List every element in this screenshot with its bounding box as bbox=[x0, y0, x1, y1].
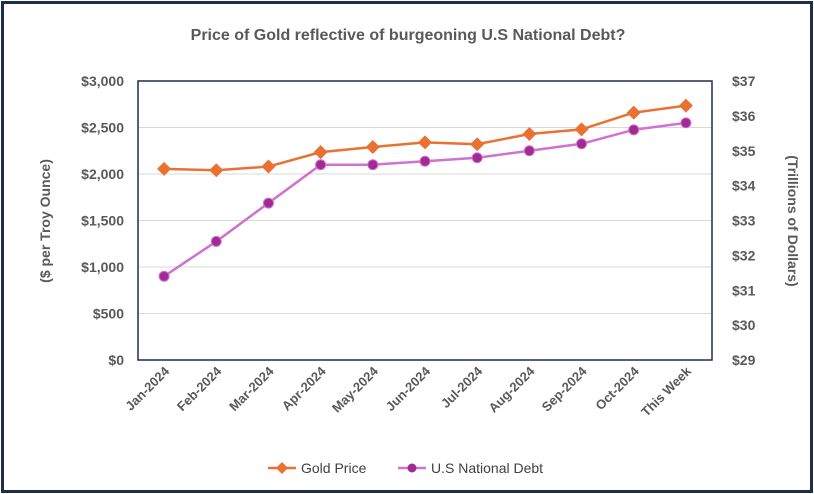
gold-price-point bbox=[470, 137, 485, 152]
y2-tick-label: $36 bbox=[732, 108, 756, 124]
y2-tick-label: $35 bbox=[732, 143, 756, 159]
national-debt-point bbox=[367, 159, 379, 171]
legend-label: U.S National Debt bbox=[431, 460, 543, 476]
legend-circle-icon bbox=[407, 463, 417, 473]
gold-price-point bbox=[626, 105, 641, 120]
gold-price-point bbox=[418, 135, 432, 150]
gold-price-point bbox=[157, 161, 172, 176]
x-tick-label: Oct-2024 bbox=[592, 363, 642, 413]
national-debt-point bbox=[523, 145, 535, 157]
y2-tick-label: $31 bbox=[732, 282, 756, 298]
legend-diamond-icon bbox=[276, 462, 288, 474]
y2-tick-label: $29 bbox=[732, 352, 756, 368]
national-debt-point bbox=[315, 159, 327, 171]
x-tick-label: Sep-2024 bbox=[539, 363, 591, 415]
national-debt-point bbox=[158, 270, 170, 282]
y-tick-label: $2,000 bbox=[81, 166, 124, 182]
national-debt-point bbox=[262, 197, 274, 209]
y2-tick-label: $32 bbox=[732, 247, 756, 263]
gold-price-point bbox=[261, 159, 276, 174]
plot-area-border bbox=[137, 80, 713, 361]
national-debt-point bbox=[576, 138, 588, 150]
y2-axis-label: (Trillions of Dollars) bbox=[785, 155, 801, 286]
legend-label: Gold Price bbox=[301, 460, 367, 476]
y-tick-label: $2,500 bbox=[81, 120, 124, 136]
y2-tick-label: $34 bbox=[732, 178, 756, 194]
chart-title: Price of Gold reflective of burgeoning U… bbox=[191, 27, 626, 44]
gold-price-point bbox=[365, 140, 380, 155]
y-tick-label: $1,000 bbox=[81, 259, 124, 275]
x-tick-label: May-2024 bbox=[329, 363, 382, 416]
national-debt-point bbox=[680, 117, 692, 129]
y-tick-label: $1,500 bbox=[81, 213, 124, 229]
gold-price-point bbox=[678, 98, 693, 113]
x-tick-label: This Week bbox=[638, 363, 694, 419]
x-tick-label: Jan-2024 bbox=[122, 363, 173, 414]
x-tick-label: Apr-2024 bbox=[279, 363, 329, 413]
y-tick-label: $3,000 bbox=[81, 73, 124, 89]
national-debt-point bbox=[471, 152, 483, 164]
y2-tick-label: $30 bbox=[732, 317, 756, 333]
y-tick-label: $500 bbox=[93, 306, 124, 322]
x-tick-label: Mar-2024 bbox=[226, 363, 277, 414]
y2-tick-label: $37 bbox=[732, 73, 756, 89]
x-tick-label: Aug-2024 bbox=[485, 363, 538, 416]
national-debt-point bbox=[419, 155, 431, 167]
national-debt-point bbox=[628, 124, 640, 136]
y-tick-label: $0 bbox=[108, 352, 124, 368]
y-axis-label: ($ per Troy Ounce) bbox=[37, 159, 53, 283]
national-debt-point bbox=[210, 235, 222, 247]
x-tick-label: Jul-2024 bbox=[438, 363, 486, 411]
gold-price-point bbox=[313, 145, 328, 160]
gold-price-point bbox=[522, 127, 537, 142]
gold-price-point bbox=[574, 122, 589, 137]
x-tick-label: Feb-2024 bbox=[174, 363, 225, 414]
y2-tick-label: $33 bbox=[732, 213, 756, 229]
gold-price-point bbox=[209, 163, 224, 178]
x-tick-label: Jun-2024 bbox=[383, 363, 434, 414]
